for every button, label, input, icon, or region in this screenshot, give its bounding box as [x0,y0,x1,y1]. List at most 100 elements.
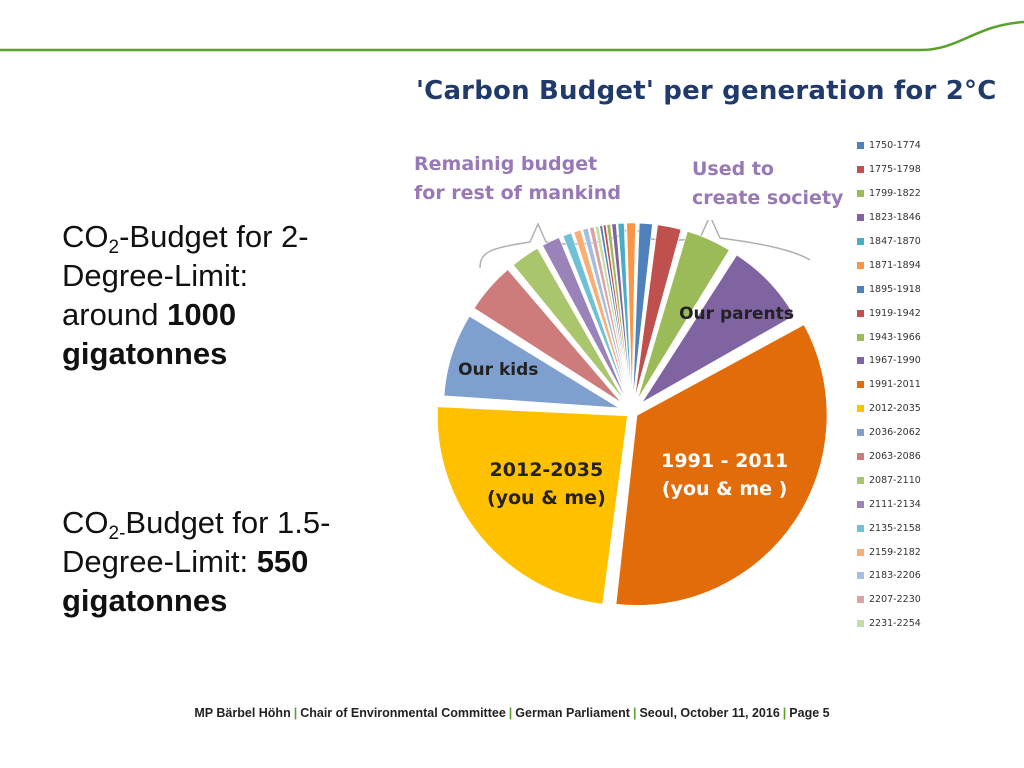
legend-label: 1895-1918 [869,283,921,295]
pie-slice-1871-1894 [626,222,636,399]
legend-label: 1799-1822 [869,188,921,200]
annotation-used-to-create-society: Used to create society [692,158,844,209]
legend-label: 2111-2134 [869,498,921,510]
legend-label: 2207-2230 [869,594,921,606]
pie-slice-1775-1798 [602,224,631,399]
legend-item-2087-2110: 2087-2110 [857,468,967,492]
legend-item-1847-1870: 1847-1870 [857,230,967,254]
legend-swatch [857,238,864,245]
pie-slice-2063-2086 [473,269,622,404]
legend-item-1823-1846: 1823-1846 [857,206,967,230]
legend-swatch [857,620,864,628]
pie-slice-1895-1918 [632,222,653,399]
legend-label: 1991-2011 [869,379,921,391]
pie-slice-2012-2035 [437,406,628,605]
legend-item-1775-1798: 1775-1798 [857,158,967,182]
legend-label: 2183-2206 [869,570,921,582]
legend-item-1750-1774: 1750-1774 [857,134,967,158]
pie-slice-2231-2254 [594,225,630,399]
legend-swatch [857,572,864,580]
legend-item-2111-2134: 2111-2134 [857,492,967,516]
pie-slice-2111-2134 [542,237,627,400]
legend-swatch [857,261,864,269]
pie-slice-1847-1870 [617,222,632,399]
legend-swatch [857,357,864,365]
legend-item-1967-1990: 1967-1990 [857,349,967,373]
legend-label: 2012-2035 [869,403,921,415]
legend-label: 2036-2062 [869,427,921,439]
legend-swatch [857,500,864,508]
slide-footer: MP Bärbel Höhn | Chair of Environmental Co… [194,706,830,720]
pie-slice-1943-1966 [637,231,730,400]
legend-swatch [857,333,864,341]
chart-legend: 1750-1774 1775-1798 1799-1822 1823-1846 1847… [857,134,967,636]
legend-item-2063-2086: 2063-2086 [857,445,967,469]
footer-event: Seoul, October 11, 2016 [639,706,780,720]
annotation-remaining-budget: Remainig budget for rest of mankind [414,153,621,204]
legend-item-1919-1942: 1919-1942 [857,301,967,325]
legend-label: 1919-1942 [869,307,921,319]
legend-label: 1750-1774 [869,140,921,152]
budget-1-5-degree-text: CO2-Budget for 1.5-Degree-Limit: 550 gig… [62,505,331,618]
legend-item-2036-2062: 2036-2062 [857,421,967,445]
legend-label: 1943-1966 [869,331,921,343]
legend-label: 1967-1990 [869,355,921,367]
legend-label: 1823-1846 [869,212,921,224]
budget-2-degree-text: CO2-Budget for 2-Degree-Limit: around 10… [62,219,309,371]
pie-slice-1799-1822 [606,223,631,399]
legend-swatch [857,309,864,317]
legend-label: 2159-2182 [869,546,921,558]
slice-label-1991-2011: 1991 - 2011 (you & me ) [661,450,788,500]
legend-item-1799-1822: 1799-1822 [857,182,967,206]
legend-swatch [857,524,864,532]
pie-slice-2207-2230 [589,226,630,399]
legend-swatch [857,381,864,389]
legend-label: 1871-1894 [869,259,921,271]
legend-label: 2231-2254 [869,618,921,630]
legend-item-2207-2230: 2207-2230 [857,588,967,612]
legend-swatch [857,548,864,556]
legend-label: 2087-2110 [869,474,921,486]
legend-item-1943-1966: 1943-1966 [857,325,967,349]
pie-slice-2087-2110 [512,248,625,401]
legend-swatch [857,405,864,413]
legend-label: 1847-1870 [869,236,921,247]
legend-swatch [857,453,864,461]
footer-institution: German Parliament [515,706,630,720]
legend-label: 1775-1798 [869,164,921,176]
legend-item-1871-1894: 1871-1894 [857,253,967,277]
legend-label: 2135-2158 [869,522,921,534]
legend-swatch [857,142,864,150]
legend-item-2012-2035: 2012-2035 [857,397,967,421]
pie-slice-2159-2182 [573,229,629,399]
pie-slice-1750-1774 [599,225,630,399]
legend-item-1895-1918: 1895-1918 [857,277,967,301]
legend-swatch [857,476,864,484]
pie-slice-1991-2011 [615,324,828,606]
footer-author: MP Bärbel Höhn [194,706,291,720]
legend-swatch [857,214,864,222]
legend-item-1991-2011: 1991-2011 [857,373,967,397]
slice-label-our-parents: Our parents [679,304,794,324]
pie-slice-1823-1846 [611,223,631,399]
legend-swatch [857,596,864,604]
slice-label-our-kids: Our kids [458,360,538,380]
pie-slice-2183-2206 [582,227,629,399]
pie-slice-1919-1942 [634,224,682,399]
legend-swatch [857,429,864,437]
legend-swatch [857,166,864,174]
chart-title: 'Carbon Budget' per generation for 2°C [416,76,997,106]
legend-item-2183-2206: 2183-2206 [857,564,967,588]
legend-item-2231-2254: 2231-2254 [857,612,967,636]
legend-item-2159-2182: 2159-2182 [857,540,967,564]
legend-swatch [857,285,864,293]
legend-item-2135-2158: 2135-2158 [857,516,967,540]
footer-role: Chair of Environmental Committee [300,706,506,720]
slice-label-2012-2035: 2012-2035 (you & me) [487,459,606,509]
pie-slice-2135-2158 [562,232,628,399]
legend-swatch [857,190,864,198]
footer-page: Page 5 [789,706,830,720]
header-accent-line [0,20,1024,52]
pie-slice-1967-1990 [641,254,795,403]
legend-label: 2063-2086 [869,451,921,463]
